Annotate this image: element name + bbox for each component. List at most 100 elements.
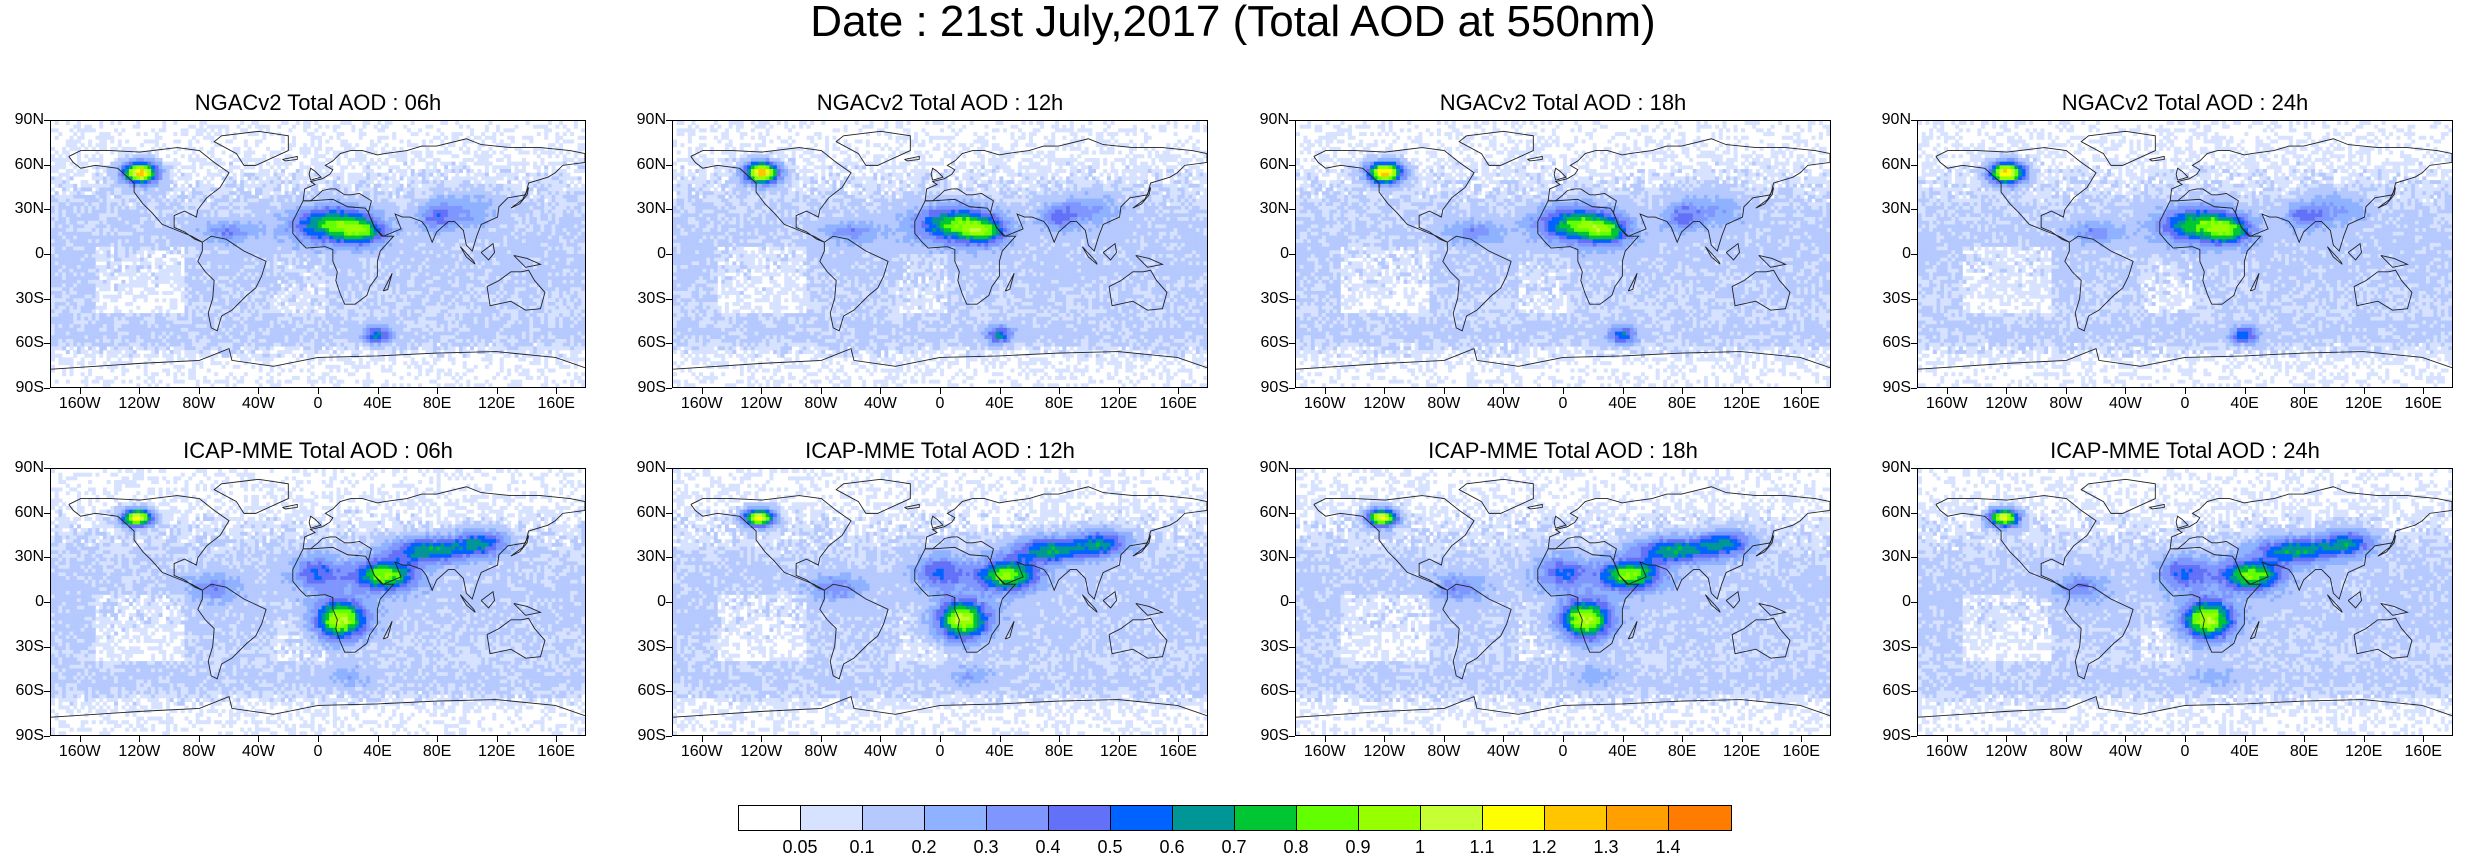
latitude-tick [666,120,672,121]
aod-field [673,121,1207,387]
colorbar-swatch [987,806,1049,830]
latitude-tick [44,736,50,737]
longitude-tick [2185,736,2186,742]
longitude-tick-label: 40E [348,744,408,760]
latitude-tick [44,120,50,121]
latitude-tick-label: 60S [0,683,44,699]
latitude-tick [44,165,50,166]
longitude-tick [258,736,259,742]
longitude-tick [702,736,703,742]
latitude-tick [1911,691,1917,692]
panel-title: ICAP-MME Total AOD : 06h [50,438,586,464]
longitude-tick [880,736,881,742]
longitude-tick [1742,388,1743,394]
longitude-tick-label: 160W [1295,396,1355,412]
latitude-tick [666,691,672,692]
longitude-tick [139,736,140,742]
longitude-tick-label: 120W [109,396,169,412]
latitude-tick-label: 30S [1867,639,1911,655]
latitude-tick-label: 90S [0,380,44,396]
longitude-tick [761,388,762,394]
latitude-tick [666,343,672,344]
longitude-tick [497,388,498,394]
longitude-tick [199,736,200,742]
latitude-tick-label: 30N [0,549,44,565]
latitude-tick [1911,602,1917,603]
latitude-tick-label: 60S [622,335,666,351]
latitude-tick-label: 30S [622,291,666,307]
latitude-tick-label: 90S [622,380,666,396]
latitude-tick [666,299,672,300]
longitude-tick-label: 120W [1976,396,2036,412]
longitude-tick-label: 120W [109,744,169,760]
latitude-tick-label: 90N [622,112,666,128]
panel-title: NGACv2 Total AOD : 12h [672,90,1208,116]
longitude-tick-label: 0 [288,744,348,760]
latitude-tick-label: 30N [1867,201,1911,217]
colorbar-swatch [1049,806,1111,830]
longitude-tick-label: 120E [2334,396,2394,412]
longitude-tick-label: 120W [1354,744,1414,760]
latitude-tick-label: 90N [0,460,44,476]
latitude-tick [1911,254,1917,255]
longitude-tick-label: 160W [1917,396,1977,412]
longitude-tick-label: 40E [970,744,1030,760]
latitude-tick-label: 30S [1245,639,1289,655]
longitude-tick-label: 160E [1148,744,1208,760]
latitude-tick-label: 60N [1867,157,1911,173]
longitude-tick-label: 80E [1029,744,1089,760]
colorbar-label: 1.1 [1452,838,1512,856]
latitude-tick-label: 60N [1245,505,1289,521]
longitude-tick [821,388,822,394]
latitude-tick-label: 90S [1867,380,1911,396]
latitude-tick [666,254,672,255]
colorbar-swatch [1669,806,1731,830]
longitude-tick-label: 0 [2155,744,2215,760]
latitude-tick-label: 60N [1245,157,1289,173]
longitude-tick-label: 40E [348,396,408,412]
latitude-tick-label: 30N [1867,549,1911,565]
colorbar-label: 1 [1390,838,1450,856]
latitude-tick [1289,602,1295,603]
longitude-tick [1178,736,1179,742]
aod-field [1918,121,2452,387]
latitude-tick [44,388,50,389]
latitude-tick-label: 90N [1867,460,1911,476]
longitude-tick-label: 80E [1029,396,1089,412]
longitude-tick-label: 80E [1652,396,1712,412]
panel-title: ICAP-MME Total AOD : 12h [672,438,1208,464]
latitude-tick-label: 30S [622,639,666,655]
longitude-tick [437,736,438,742]
panel-title: ICAP-MME Total AOD : 24h [1917,438,2453,464]
longitude-tick-label: 40E [970,396,1030,412]
latitude-tick-label: 60S [1867,335,1911,351]
colorbar-swatch [1173,806,1235,830]
longitude-tick-label: 120E [2334,744,2394,760]
colorbar-label: 1.2 [1514,838,1574,856]
longitude-tick [2006,736,2007,742]
latitude-tick [666,602,672,603]
latitude-tick [1911,468,1917,469]
latitude-tick [44,299,50,300]
colorbar-label: 1.4 [1638,838,1698,856]
longitude-tick [1059,736,1060,742]
longitude-tick [1742,736,1743,742]
latitude-tick-label: 60S [0,335,44,351]
latitude-tick-label: 0 [1867,594,1911,610]
latitude-tick-label: 60N [622,505,666,521]
longitude-tick [318,388,319,394]
latitude-tick-label: 90S [1867,728,1911,744]
colorbar-label: 0.2 [894,838,954,856]
longitude-tick-label: 40E [2215,396,2275,412]
longitude-tick [2423,736,2424,742]
longitude-tick-label: 80E [407,744,467,760]
longitude-tick-label: 160E [2393,396,2453,412]
longitude-tick [2245,736,2246,742]
longitude-tick [1325,736,1326,742]
latitude-tick [666,388,672,389]
longitude-tick [318,736,319,742]
